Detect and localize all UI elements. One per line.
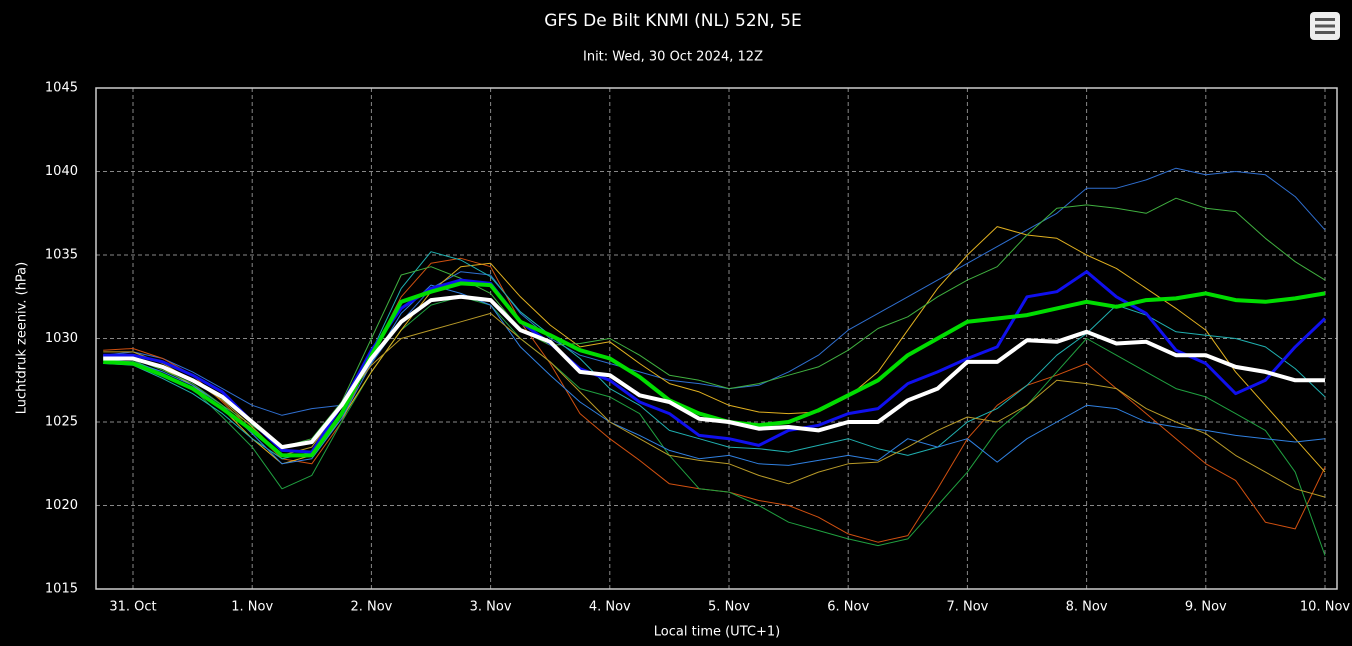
series-line xyxy=(103,284,1326,466)
series-line xyxy=(103,251,1326,460)
series-line xyxy=(103,197,1326,448)
x-tick-label: 5. Nov xyxy=(708,600,750,615)
series-line xyxy=(103,167,1326,416)
plot-frame xyxy=(95,87,1338,590)
series-line xyxy=(103,281,1326,458)
chart-title: GFS De Bilt KNMI (NL) 52N, 5E xyxy=(544,11,802,31)
menu-bar xyxy=(1315,18,1335,21)
series-line xyxy=(103,226,1326,473)
y-tick-label: 1045 xyxy=(45,81,78,96)
x-tick-label: 6. Nov xyxy=(827,600,869,615)
chart-subtitle: Init: Wed, 30 Oct 2024, 12Z xyxy=(583,50,763,65)
x-tick-label: 8. Nov xyxy=(1066,600,1108,615)
y-tick-label: 1025 xyxy=(45,415,78,430)
x-tick-label: 9. Nov xyxy=(1185,600,1227,615)
menu-button[interactable] xyxy=(1310,12,1340,40)
series-line xyxy=(103,294,1325,450)
y-axis-label: Luchtdruk zeeniv. (hPa) xyxy=(15,262,30,414)
y-tick-label: 1035 xyxy=(45,248,78,263)
series-line xyxy=(103,270,1327,454)
x-tick-label: 3. Nov xyxy=(470,600,512,615)
menu-bar xyxy=(1315,31,1335,34)
x-tick-label: 2. Nov xyxy=(350,600,392,615)
plot-area: 1015 1020 1025 1030 1035 1040 1045 31. Oct 1. No… xyxy=(45,81,1350,615)
x-tick-label: 31. Oct xyxy=(109,600,156,615)
series-line xyxy=(103,312,1326,498)
x-tick-label: 1. Nov xyxy=(231,600,273,615)
x-tick-label: 10. Nov xyxy=(1300,600,1350,615)
y-tick-label: 1020 xyxy=(45,498,78,513)
y-tick-label: 1015 xyxy=(45,582,78,597)
series-line xyxy=(103,296,1326,556)
y-tick-label: 1030 xyxy=(45,331,78,346)
y-tick-label: 1040 xyxy=(45,164,78,179)
menu-bar xyxy=(1315,24,1335,28)
x-tick-label: 7. Nov xyxy=(946,600,988,615)
x-tick-label: 4. Nov xyxy=(589,600,631,615)
x-axis-label: Local time (UTC+1) xyxy=(654,625,780,640)
